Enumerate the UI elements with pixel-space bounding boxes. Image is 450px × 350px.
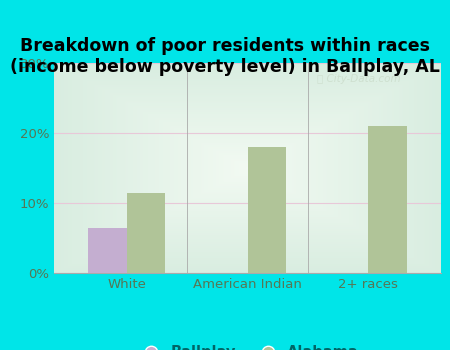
Text: Ⓢ City-Data.com: Ⓢ City-Data.com [317,74,401,84]
Text: Breakdown of poor residents within races
(income below poverty level) in Ballpla: Breakdown of poor residents within races… [10,37,440,76]
Bar [88,228,126,273]
Bar [126,193,165,273]
Bar [369,126,407,273]
Legend: Ballplay, Alabama: Ballplay, Alabama [131,339,364,350]
Bar [248,147,286,273]
